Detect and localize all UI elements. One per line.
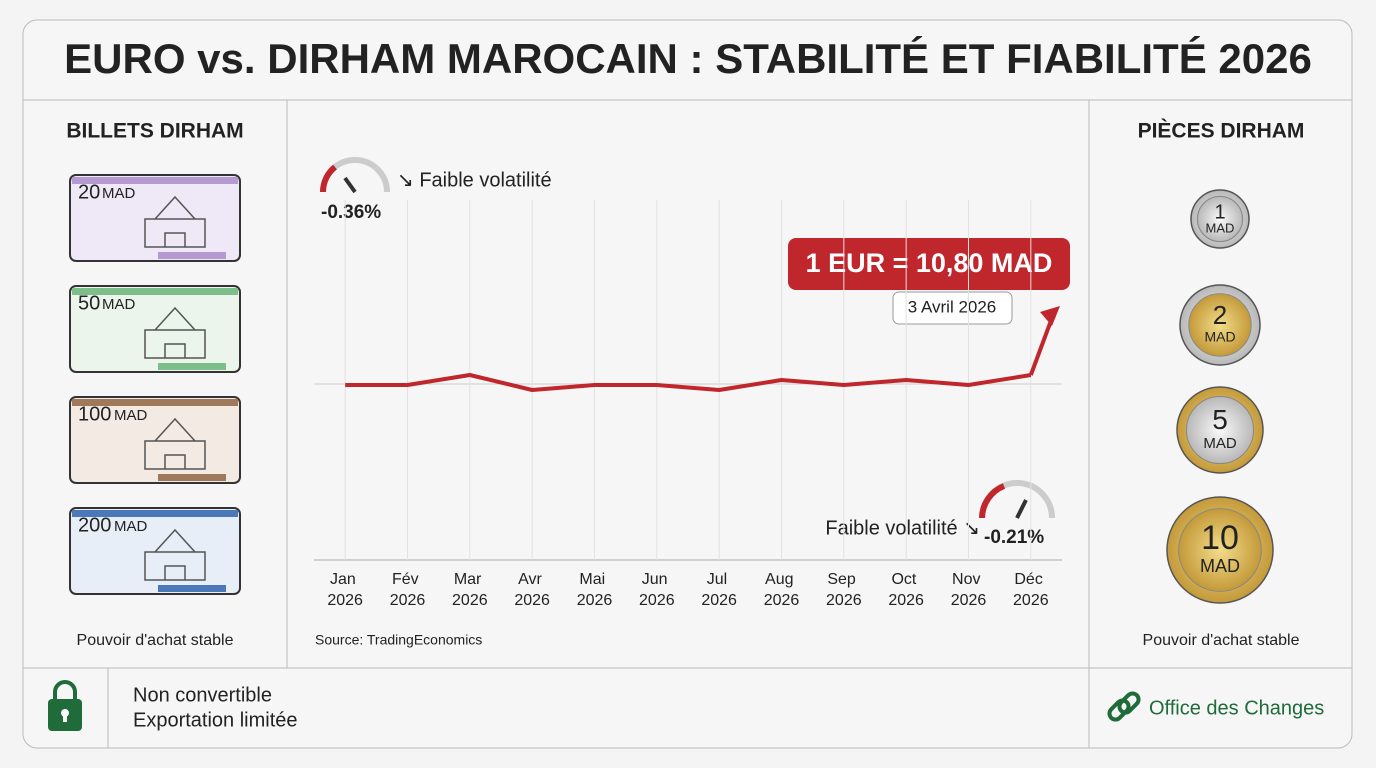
coin-amount: 10 — [1201, 519, 1239, 557]
x-tick-label: Déc 2026 — [1013, 571, 1049, 609]
annotation: Faible volatilité ↘ — [825, 517, 980, 539]
annotation: -0.21% — [984, 527, 1044, 548]
coin-core — [1196, 195, 1244, 243]
annotation: ↘ Faible volatilité — [397, 169, 552, 191]
note-amount: 200 — [78, 514, 111, 536]
gauge — [319, 157, 390, 194]
panel-title: BILLETS DIRHAM — [66, 120, 243, 143]
note-building — [144, 417, 206, 470]
coin-amount: 1 — [1214, 201, 1225, 223]
coin-unit: MAD — [1206, 220, 1235, 235]
x-tick-label: Mai 2026 — [577, 571, 613, 609]
x-tick-label: Jan 2026 — [327, 571, 363, 609]
panel-title: PIÈCES DIRHAM — [1138, 120, 1305, 143]
gauge — [979, 480, 1055, 519]
note-band — [158, 252, 226, 259]
x-tick-label: Mar 2026 — [452, 571, 488, 609]
note-band — [72, 510, 238, 517]
caption: Pouvoir d'achat stable — [1143, 632, 1300, 649]
x-tick-label: Jun 2026 — [639, 571, 675, 609]
note-band — [158, 474, 226, 481]
coin-unit: MAD — [1204, 329, 1235, 345]
note-building — [144, 306, 206, 359]
note-unit: MAD — [114, 407, 148, 424]
note-band — [158, 585, 226, 592]
x-tick-label: Jul 2026 — [701, 571, 737, 609]
trend-arrow — [1028, 317, 1054, 376]
note-band — [72, 177, 238, 184]
note-building — [144, 195, 206, 248]
note-unit: MAD — [102, 296, 136, 313]
note-band — [72, 399, 238, 406]
arrow-head — [1040, 306, 1060, 326]
x-tick-label: Oct 2026 — [888, 571, 924, 609]
date: 3 Avril 2026 — [908, 297, 997, 316]
footer-text: Exportation limitée — [133, 709, 298, 731]
note-unit: MAD — [114, 518, 148, 535]
link[interactable]: Office des Changes — [1149, 697, 1324, 719]
note-band — [158, 363, 226, 370]
caption: Pouvoir d'achat stable — [77, 632, 234, 649]
note-band — [72, 288, 238, 295]
lock-icon — [48, 680, 82, 731]
coin-unit: MAD — [1203, 435, 1237, 452]
date-box — [892, 291, 1013, 325]
coin-core — [1178, 508, 1262, 592]
banknote: 50 MAD — [69, 285, 241, 373]
note-building — [144, 528, 206, 581]
coin-amount: 5 — [1212, 404, 1228, 435]
note-amount: 20 — [78, 181, 100, 203]
banknote: 20 MAD — [69, 174, 241, 262]
footer-text: Non convertible — [133, 684, 272, 706]
annotation: -0.36% — [321, 202, 381, 223]
title: EURO vs. DIRHAM MAROCAIN : STABILITÉ ET … — [64, 35, 1312, 82]
coin-unit: MAD — [1200, 556, 1240, 576]
banknote: 100 MAD — [69, 396, 241, 484]
coin-amount: 2 — [1213, 300, 1227, 330]
coin-core — [1185, 395, 1255, 465]
banknote: 200 MAD — [69, 507, 241, 595]
x-tick-label: Nov 2026 — [951, 571, 987, 609]
line — [345, 373, 1032, 392]
x-tick-label: Avr 2026 — [514, 571, 550, 609]
callout: 1 EUR = 10,80 MAD — [806, 248, 1053, 278]
x-tick-label: Aug 2026 — [764, 571, 800, 609]
link-icon — [1107, 691, 1141, 722]
x-tick-label: Fév 2026 — [390, 571, 426, 609]
note-amount: 50 — [78, 292, 100, 314]
note-unit: MAD — [102, 185, 136, 202]
note-amount: 100 — [78, 403, 111, 425]
source: Source: TradingEconomics — [315, 632, 482, 648]
x-tick-label: Sep 2026 — [826, 571, 862, 609]
callout-box — [788, 238, 1070, 290]
coin-core — [1188, 293, 1252, 357]
